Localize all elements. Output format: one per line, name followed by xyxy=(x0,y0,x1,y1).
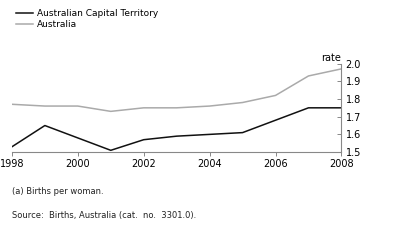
Australia xyxy=(174,106,179,109)
Australia xyxy=(75,105,80,107)
Text: Source:  Births, Australia (cat.  no.  3301.0).: Source: Births, Australia (cat. no. 3301… xyxy=(12,211,196,220)
Australian Capital Territory xyxy=(273,119,278,122)
Australian Capital Territory xyxy=(75,137,80,139)
Line: Australian Capital Territory: Australian Capital Territory xyxy=(12,108,341,150)
Australian Capital Territory xyxy=(141,138,146,141)
Australian Capital Territory xyxy=(174,135,179,138)
Australia xyxy=(108,110,113,113)
Australia xyxy=(339,67,344,70)
Australia xyxy=(42,105,47,107)
Australian Capital Territory xyxy=(240,131,245,134)
Australian Capital Territory xyxy=(207,133,212,136)
Australia xyxy=(306,75,311,77)
Australian Capital Territory xyxy=(339,106,344,109)
Australian Capital Territory xyxy=(306,106,311,109)
Australia xyxy=(240,101,245,104)
Australian Capital Territory xyxy=(42,124,47,127)
Australian Capital Territory xyxy=(10,146,14,148)
Australian Capital Territory xyxy=(108,149,113,152)
Australia xyxy=(207,105,212,107)
Line: Australia: Australia xyxy=(12,69,341,111)
Australia xyxy=(10,103,14,106)
Legend: Australian Capital Territory, Australia: Australian Capital Territory, Australia xyxy=(16,9,158,29)
Australia xyxy=(273,94,278,97)
Text: (a) Births per woman.: (a) Births per woman. xyxy=(12,187,104,196)
Text: rate: rate xyxy=(322,53,341,63)
Australia xyxy=(141,106,146,109)
